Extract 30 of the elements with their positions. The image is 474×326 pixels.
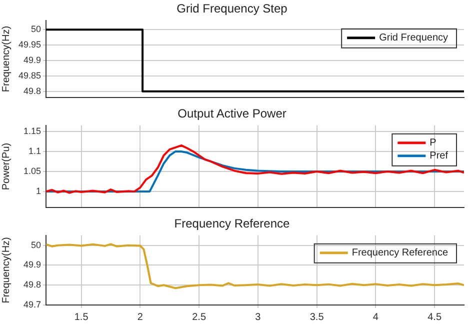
y-axis-title: Frequency(Hz) [0, 237, 12, 304]
legend-label: Frequency Reference [352, 248, 448, 259]
y-tick-label: 1.15 [23, 126, 41, 136]
chart-title: Grid Frequency Step [176, 2, 288, 16]
y-tick-label: 49.9 [23, 260, 41, 270]
x-tick-label: 3 [255, 312, 262, 323]
x-tick-label: 4 [372, 312, 379, 323]
y-tick-label: 1 [36, 186, 41, 196]
legend-label: P [430, 138, 437, 149]
y-tick-label: 50 [30, 240, 41, 250]
legend-label: Pref [430, 150, 448, 162]
y-tick-label: 49.85 [18, 70, 41, 80]
x-tick-label: 2 [137, 312, 144, 323]
x-tick-label: 3.5 [310, 312, 324, 323]
x-tick-label: 1.5 [74, 312, 89, 323]
y-tick-label: 1.05 [23, 166, 41, 176]
chart-title: Output Active Power [178, 106, 286, 121]
y-tick-label: 49.95 [18, 40, 41, 50]
x-tick-label: 2.5 [192, 312, 206, 323]
y-axis-title: Frequency(Hz) [0, 26, 12, 92]
chart-title: Frequency Reference [174, 216, 290, 231]
y-tick-label: 49.9 [23, 55, 41, 66]
y-tick-label: 49.8 [23, 86, 41, 96]
y-axis-title: Power(Pu) [0, 142, 12, 190]
legend-label: Grid Frequency [379, 32, 448, 44]
x-tick-label: 4.5 [428, 312, 442, 323]
y-tick-label: 49.7 [23, 299, 41, 310]
y-tick-label: 50 [30, 24, 41, 34]
y-tick-label: 49.8 [23, 280, 41, 290]
y-tick-label: 1.1 [28, 146, 41, 156]
